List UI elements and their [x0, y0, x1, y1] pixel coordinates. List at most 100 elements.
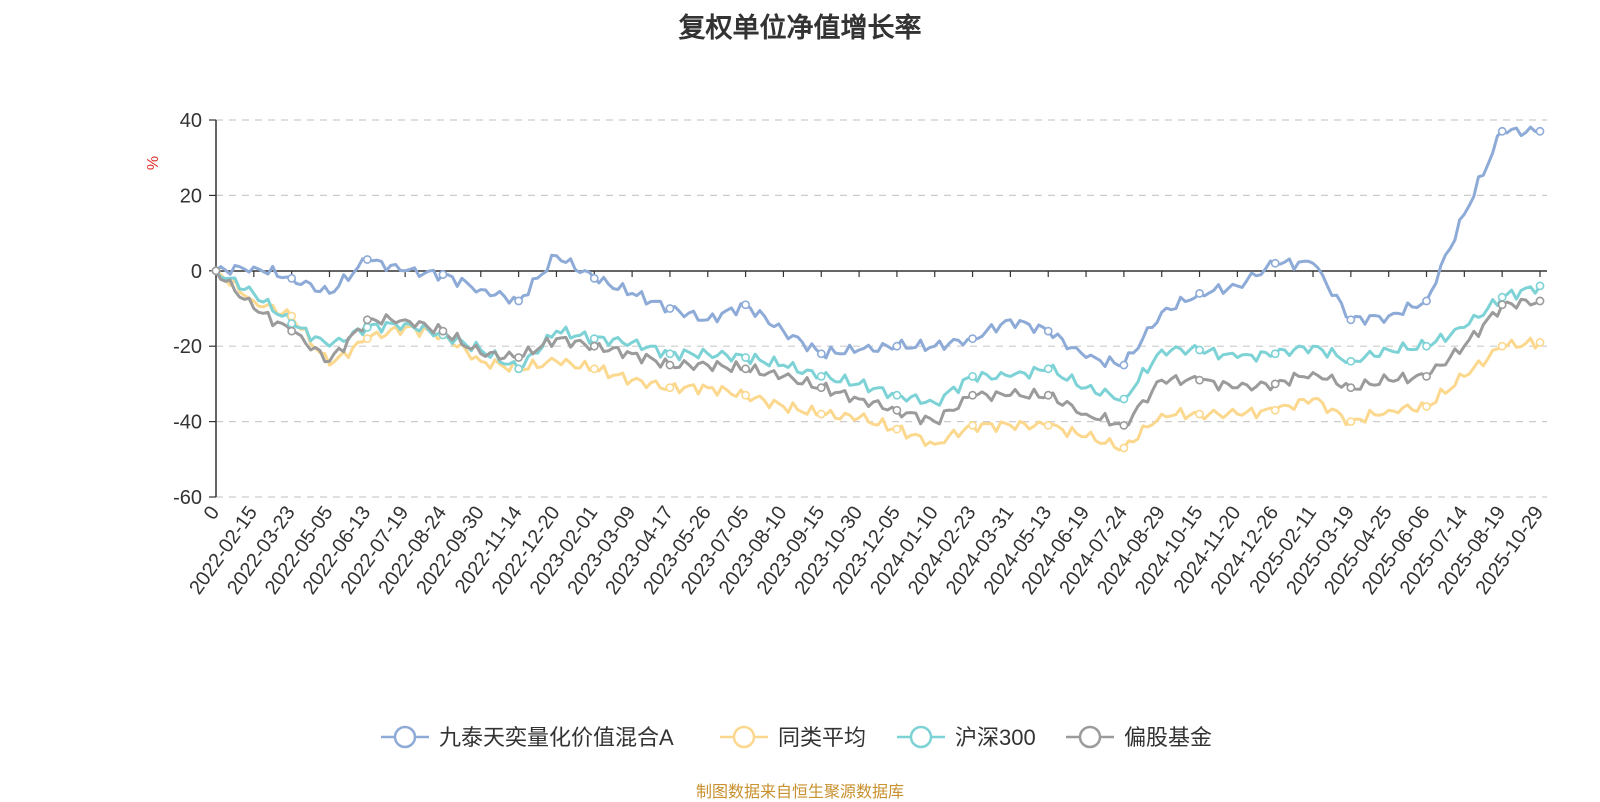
- series-point: [1346, 356, 1356, 366]
- x-tick-label: 0: [200, 502, 224, 524]
- y-axis-unit: %: [145, 156, 162, 170]
- series-point: [1195, 289, 1204, 298]
- series-point: [1535, 338, 1545, 347]
- series-point: [1043, 364, 1053, 374]
- series-point: [514, 296, 524, 306]
- series-point: [589, 364, 599, 374]
- series-point: [589, 334, 599, 344]
- series-point: [968, 420, 977, 430]
- series-line-1: [215, 269, 1542, 452]
- series-point: [1270, 349, 1280, 359]
- series-point: [589, 273, 599, 283]
- series-point: [1422, 296, 1431, 306]
- series-point: [1346, 417, 1356, 426]
- series-markers: [211, 126, 1545, 453]
- series-point: [665, 360, 675, 370]
- series-line-3: [214, 270, 1541, 427]
- legend-item[interactable]: 九泰天奕量化价值混合A: [381, 725, 674, 750]
- series-point: [1195, 345, 1204, 355]
- series-point: [1270, 258, 1280, 268]
- series-point: [1043, 390, 1053, 400]
- series-point: [892, 405, 902, 415]
- series-point: [892, 390, 902, 400]
- legend-label: 偏股基金: [1124, 725, 1212, 750]
- series-point: [287, 326, 297, 336]
- series-point: [892, 424, 902, 434]
- legend-label: 同类平均: [778, 725, 866, 750]
- series-point: [211, 266, 221, 276]
- series-point: [1535, 296, 1545, 306]
- legend[interactable]: 九泰天奕量化价值混合A 同类平均 沪深300 偏股基金: [381, 725, 1212, 750]
- series-line-0: [215, 125, 1541, 369]
- legend-marker: [393, 725, 417, 749]
- series-point: [1497, 292, 1507, 302]
- series-point: [741, 353, 750, 362]
- series-point: [1346, 315, 1356, 325]
- series-point: [1497, 341, 1507, 351]
- series-point: [741, 364, 750, 374]
- series-point: [1195, 409, 1204, 419]
- axes: %: [145, 120, 1547, 497]
- legend-item[interactable]: 沪深300: [897, 725, 1036, 750]
- series-point: [438, 270, 448, 279]
- series-point: [362, 334, 372, 344]
- y-tick-labels: 40 20 0 -20 -40 -60: [173, 110, 216, 509]
- series-point: [968, 334, 977, 344]
- series-point: [665, 304, 675, 313]
- series-point: [1119, 420, 1129, 430]
- series-point: [1422, 402, 1431, 411]
- series-point: [1346, 383, 1356, 393]
- series-point: [362, 255, 372, 264]
- series-point: [1119, 360, 1129, 370]
- series-point: [1119, 394, 1129, 404]
- series-point: [362, 315, 372, 325]
- legend-item[interactable]: 同类平均: [720, 725, 866, 750]
- legend-item[interactable]: 偏股基金: [1066, 725, 1212, 750]
- series-point: [362, 322, 372, 332]
- series-point: [1270, 379, 1280, 389]
- y-tick-label: 0: [191, 261, 202, 283]
- series-point: [1422, 371, 1431, 381]
- legend-marker: [1078, 725, 1102, 749]
- series-point: [968, 371, 977, 381]
- series-point: [514, 364, 524, 374]
- series-point: [287, 311, 297, 321]
- y-tick-label: 20: [180, 185, 202, 207]
- series-point: [1270, 405, 1280, 415]
- legend-marker: [732, 725, 756, 749]
- series-point: [589, 341, 599, 351]
- series-point: [1535, 281, 1545, 291]
- series-point: [1422, 341, 1431, 351]
- series-line-2: [214, 269, 1542, 407]
- series-point: [741, 390, 750, 400]
- series-point: [816, 371, 826, 381]
- series-point: [665, 383, 675, 393]
- series-point: [741, 300, 750, 310]
- legend-label: 沪深300: [955, 725, 1036, 750]
- grid-lines: [216, 119, 1547, 498]
- y-tick-label: -60: [173, 487, 202, 509]
- series-point: [287, 319, 297, 328]
- series-point: [816, 409, 826, 419]
- series-point: [1195, 375, 1204, 385]
- series-point: [514, 353, 524, 362]
- series-point: [1119, 443, 1129, 453]
- chart-title: 复权单位净值增长率: [678, 13, 922, 43]
- y-tick-label: 40: [180, 110, 202, 132]
- series-point: [816, 349, 826, 359]
- series-lines: [214, 125, 1542, 452]
- series-point: [1535, 126, 1545, 136]
- series-point: [816, 383, 826, 393]
- series-point: [1043, 326, 1053, 336]
- y-tick-label: -40: [173, 412, 202, 434]
- series-point: [1497, 300, 1507, 310]
- series-point: [1043, 420, 1053, 430]
- legend-label: 九泰天奕量化价值混合A: [439, 725, 674, 750]
- series-point: [968, 390, 977, 400]
- legend-marker: [909, 725, 933, 749]
- y-tick-label: -20: [173, 336, 202, 358]
- series-point: [1497, 126, 1507, 136]
- series-point: [892, 341, 902, 351]
- series-point: [287, 273, 297, 283]
